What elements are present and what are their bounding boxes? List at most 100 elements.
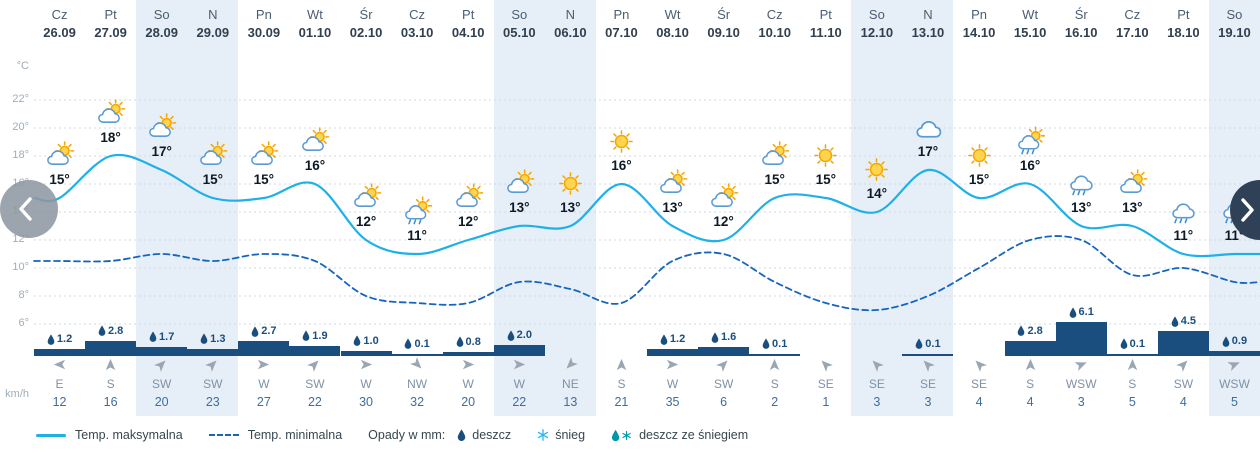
- date-label: 17.10: [1116, 25, 1149, 40]
- weekend-stripe: [851, 0, 903, 416]
- forecast-column[interactable]: N 13.10 17° 0.1 SE 3: [902, 0, 954, 416]
- day-label: Śr: [1074, 7, 1088, 22]
- day-label: Cz: [766, 7, 783, 22]
- max-temp-label: 13°: [662, 200, 683, 215]
- wind-direction-arrow-icon: [800, 358, 851, 372]
- precipitation-value: 1.3: [187, 333, 238, 345]
- wind-direction-arrow-icon: [341, 358, 392, 371]
- wind-direction-arrow-icon: [1005, 358, 1056, 371]
- forecast-column[interactable]: Śr 09.10 12° 1.6 SW 6: [698, 0, 750, 416]
- weather-sun-cloud-icon: [34, 141, 85, 172]
- date-label: 05.10: [503, 25, 536, 40]
- wind-speed-value: 12: [52, 395, 67, 409]
- forecast-column[interactable]: N 06.10 13° NE 13: [545, 0, 596, 416]
- precipitation-value: 1.7: [136, 331, 187, 343]
- day-label: N: [565, 7, 576, 22]
- temperature-chart-svg: [32, 99, 1260, 325]
- weather-sun-cloud-icon: [238, 141, 289, 172]
- legend-precip-label: Opady w mm:: [368, 428, 446, 442]
- forecast-column[interactable]: N 29.09 15° 1.3 SW 23: [187, 0, 239, 416]
- day-label: Cz: [409, 7, 426, 22]
- day-label: Wt: [664, 7, 681, 22]
- max-temp-label: 15°: [253, 172, 275, 187]
- max-temp-label: 13°: [509, 200, 530, 215]
- max-temp-label: 17°: [151, 144, 172, 159]
- min-temp-line-sample: [208, 434, 239, 436]
- precipitation-bar: [391, 353, 443, 356]
- previous-period-button[interactable]: [0, 180, 58, 238]
- forecast-column[interactable]: Pn 14.10 15° SE 4: [954, 0, 1005, 416]
- wind-speed-value: 13: [563, 395, 578, 409]
- precip-amount: 0.1: [925, 337, 941, 350]
- forecast-column[interactable]: Pt 04.10 12° 0.8 W 20: [442, 0, 494, 416]
- precipitation-bar: [647, 349, 699, 356]
- precipitation-bar: [1055, 322, 1107, 356]
- day-label: Pn: [971, 7, 987, 22]
- forecast-column[interactable]: Śr 02.10 12° 1.0 W 30: [340, 0, 392, 416]
- forecast-column[interactable]: Pt 27.09 18° 2.8 S 16: [85, 0, 137, 416]
- forecast-column[interactable]: Śr 16.10 13° 6.1 WSW 3: [1055, 0, 1107, 416]
- y-axis-tick: 20°: [12, 121, 29, 133]
- wind-direction-arrow-icon: [698, 358, 749, 372]
- precip-amount: 2.8: [107, 324, 124, 337]
- wind-direction-arrow-icon: [443, 358, 494, 371]
- weather-sun-cloud-icon: [341, 183, 392, 214]
- forecast-column[interactable]: Pt 18.10 11° 4.5 SW 4: [1157, 0, 1209, 416]
- precipitation-value: 2.0: [494, 329, 545, 341]
- forecast-column[interactable]: Wt 01.10 16° 1.9 SW 22: [289, 0, 341, 416]
- forecast-column[interactable]: Wt 08.10 13° 1.2 W 35: [647, 0, 699, 416]
- forecast-column[interactable]: Wt 15.10 16° 2.8 S 4: [1004, 0, 1056, 416]
- raindrop-icon: [457, 429, 466, 441]
- weekend-stripe: [902, 0, 954, 416]
- day-label: Wt: [1022, 7, 1039, 22]
- day-label: Pn: [255, 7, 272, 22]
- max-temp-label: 15°: [815, 172, 836, 187]
- precipitation-bar: [698, 347, 750, 356]
- y-axis-tick: 6°: [18, 317, 29, 329]
- forecast-column[interactable]: Cz 03.10 11° 0.1 NW 32: [391, 0, 443, 416]
- precipitation-value: 4.5: [1158, 315, 1209, 327]
- forecast-column[interactable]: Pn 30.09 15° 2.7 W 27: [238, 0, 290, 416]
- day-label: Śr: [717, 7, 731, 22]
- precipitation-bar: [1208, 351, 1260, 356]
- wind-direction-label: SE: [919, 377, 936, 391]
- precip-amount: 0.1: [414, 337, 430, 350]
- weather-sun-cloud-icon: [749, 141, 800, 172]
- forecast-column[interactable]: So 28.09 17° 1.7 SW 20: [136, 0, 188, 416]
- chevron-left-icon: [19, 197, 32, 221]
- day-label: Pt: [1177, 7, 1190, 22]
- weather-sun-icon: [596, 128, 647, 158]
- forecast-column[interactable]: So 12.10 14° SE 3: [851, 0, 902, 416]
- y-axis-unit-celsius: °C: [16, 60, 29, 72]
- wind-speed-value: 16: [103, 395, 118, 409]
- max-temperature-line: [32, 153, 1260, 258]
- max-temp-label: 16°: [304, 158, 326, 173]
- wind-direction-arrow-icon: [1209, 358, 1260, 372]
- forecast-column[interactable]: So 05.10 13° 2.0 W 22: [493, 0, 545, 416]
- precipitation-value: 1.2: [647, 333, 698, 345]
- day-label: So: [868, 7, 885, 22]
- precip-amount: 2.7: [261, 325, 277, 338]
- date-label: 08.10: [656, 25, 689, 40]
- forecast-column[interactable]: Pt 11.10 15° SE 1: [800, 0, 851, 416]
- wind-direction-label: W: [513, 377, 525, 391]
- date-label: 11.10: [809, 25, 842, 40]
- weather-sun-cloud-rain-icon: [1005, 126, 1056, 158]
- wind-speed-value: 4: [1026, 395, 1034, 409]
- forecast-column[interactable]: Cz 17.10 13° 0.1 S 5: [1106, 0, 1158, 416]
- precip-amount: 0.8: [465, 335, 481, 348]
- wind-direction-label: E: [55, 377, 64, 391]
- wind-direction-arrow-icon: [749, 358, 800, 371]
- wind-direction-label: W: [360, 377, 372, 391]
- forecast-column[interactable]: Cz 26.09 15° 1.2 E 12: [34, 0, 86, 416]
- max-temp-label: 16°: [1019, 158, 1041, 173]
- legend-max-temp-label: Temp. maksymalna: [75, 428, 183, 442]
- forecast-column[interactable]: Cz 10.10 15° 0.1 S 2: [749, 0, 801, 416]
- weather-sun-cloud-icon: [1107, 169, 1158, 200]
- wind-speed-value: 22: [307, 395, 322, 409]
- forecast-column[interactable]: Pn 07.10 16° S 21: [596, 0, 647, 416]
- wind-speed-value: 20: [461, 395, 476, 409]
- wind-speed-value: 5: [1230, 395, 1238, 409]
- precipitation-value: 0.1: [749, 338, 800, 350]
